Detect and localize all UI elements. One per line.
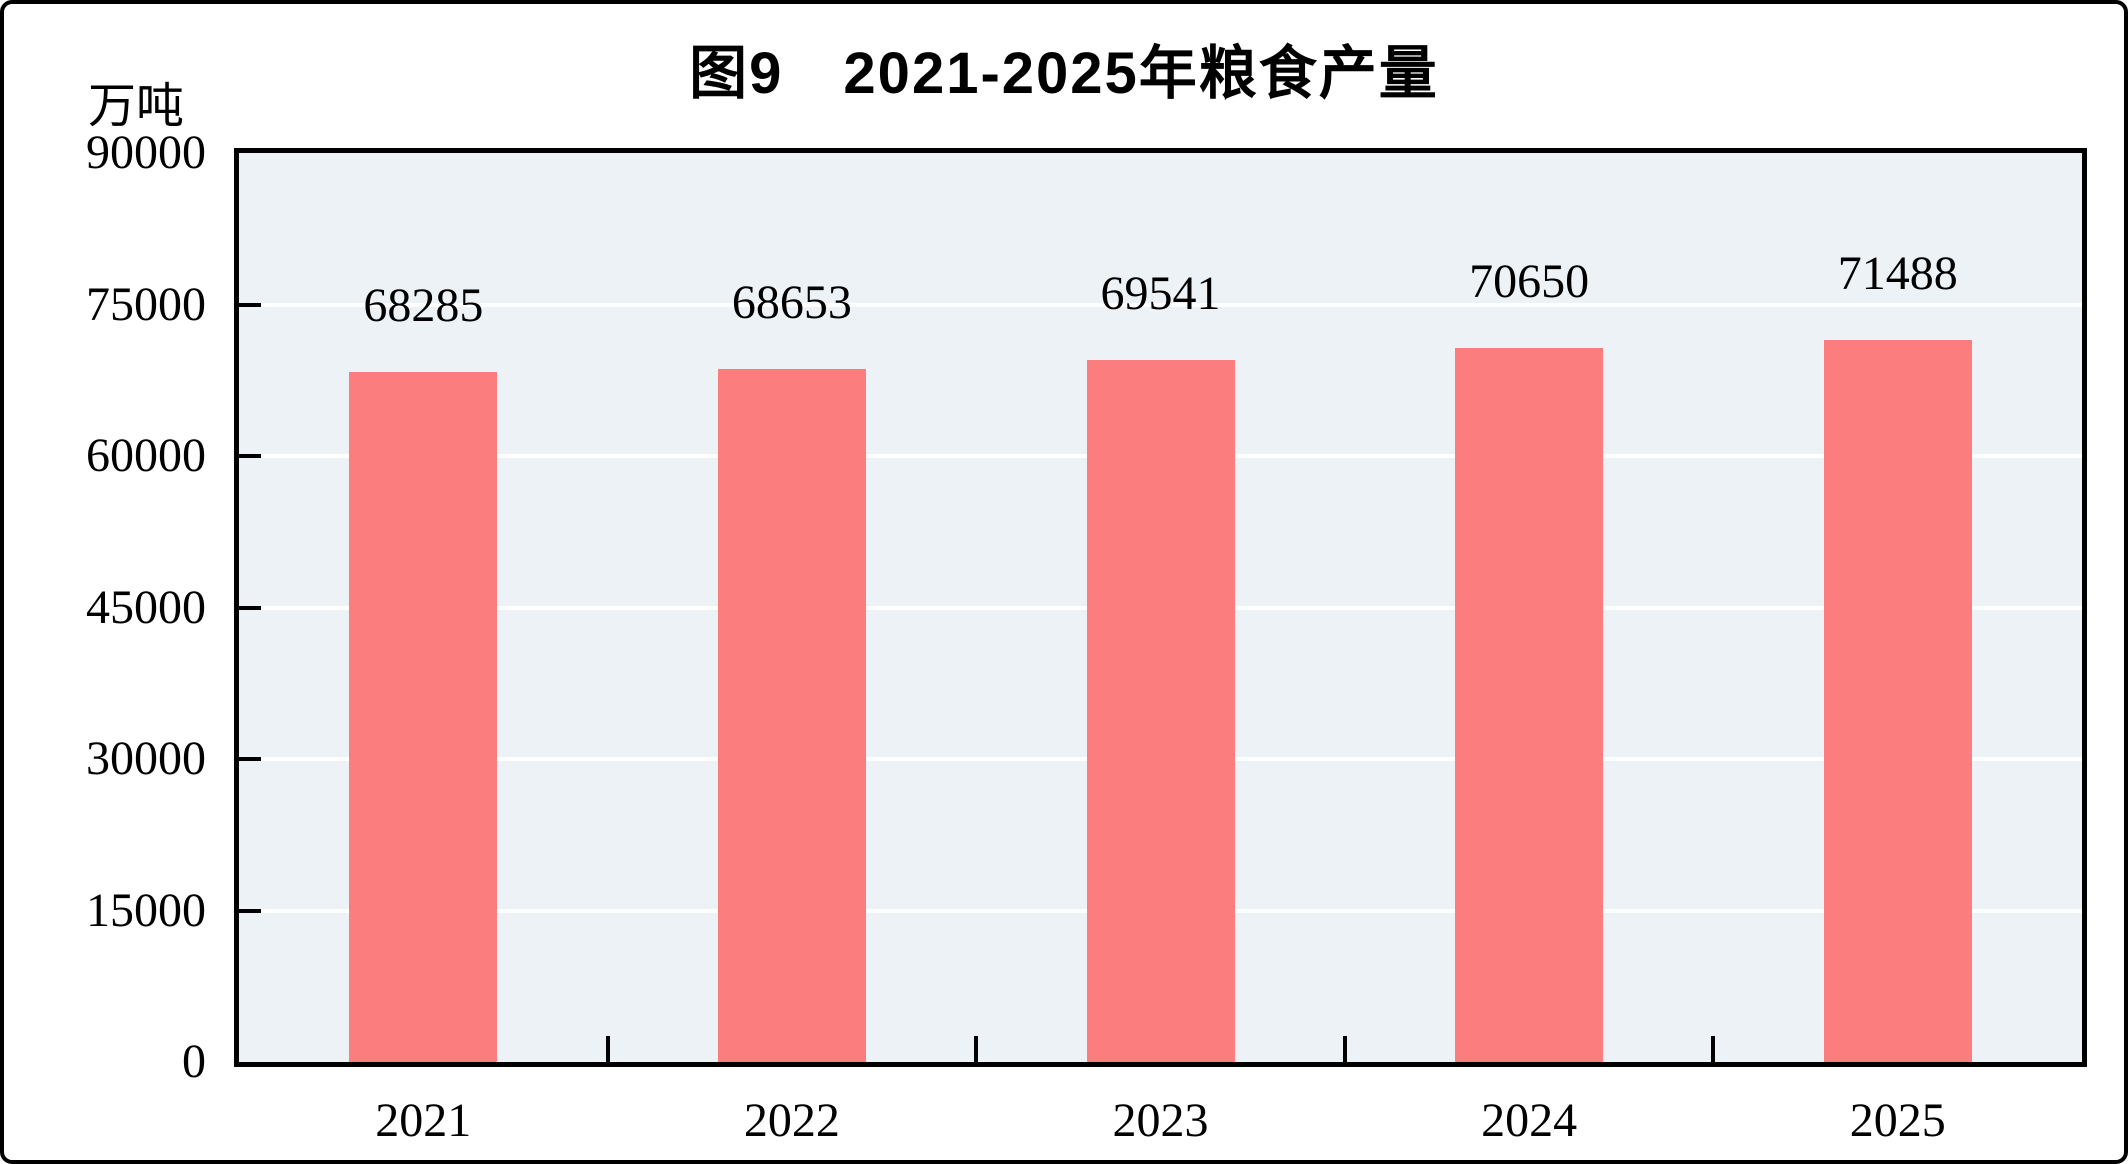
bar (1823, 339, 1972, 1062)
bar (349, 372, 498, 1062)
y-tick-mark (239, 454, 261, 458)
y-axis-unit-label: 万吨 (88, 80, 185, 133)
y-tick-mark (239, 302, 261, 307)
x-tick-mark (1711, 1036, 1716, 1062)
plot-area: 68285 68653 69541 70650 71488 (234, 148, 2087, 1067)
x-tick-mark (974, 1036, 979, 1062)
x-tick-label: 2021 (375, 1094, 472, 1147)
y-tick-label: 15000 (86, 883, 206, 937)
bar (1086, 359, 1235, 1062)
bar-value-label: 70650 (1469, 255, 1590, 309)
chart-title: 图9 2021-2025年粮食产量 (689, 41, 1439, 106)
bar (717, 368, 866, 1062)
x-tick-label: 2022 (743, 1094, 840, 1147)
gridline (239, 302, 2082, 307)
x-tick-label: 2023 (1112, 1094, 1209, 1147)
bar-value-label: 68653 (731, 275, 852, 329)
y-tick-mark (239, 605, 261, 610)
y-tick-label: 45000 (86, 580, 206, 634)
y-tick-label: 90000 (86, 126, 206, 179)
bar-value-label: 69541 (1100, 266, 1221, 320)
bar-value-label: 71488 (1837, 246, 1958, 300)
y-tick-mark (239, 908, 261, 913)
y-tick-mark (239, 757, 261, 761)
x-tick-mark (605, 1036, 610, 1062)
x-tick-mark (1342, 1036, 1347, 1062)
y-tick-label: 75000 (86, 277, 206, 331)
bar-value-label: 68285 (363, 279, 484, 333)
x-tick-label: 2024 (1481, 1094, 1578, 1147)
y-tick-label: 60000 (86, 429, 206, 482)
y-tick-label: 30000 (86, 732, 206, 785)
y-tick-label: 0 (182, 1035, 206, 1088)
plot-inner: 68285 68653 69541 70650 71488 (239, 153, 2082, 1062)
bar (1455, 348, 1604, 1062)
x-tick-label: 2025 (1849, 1094, 1946, 1147)
